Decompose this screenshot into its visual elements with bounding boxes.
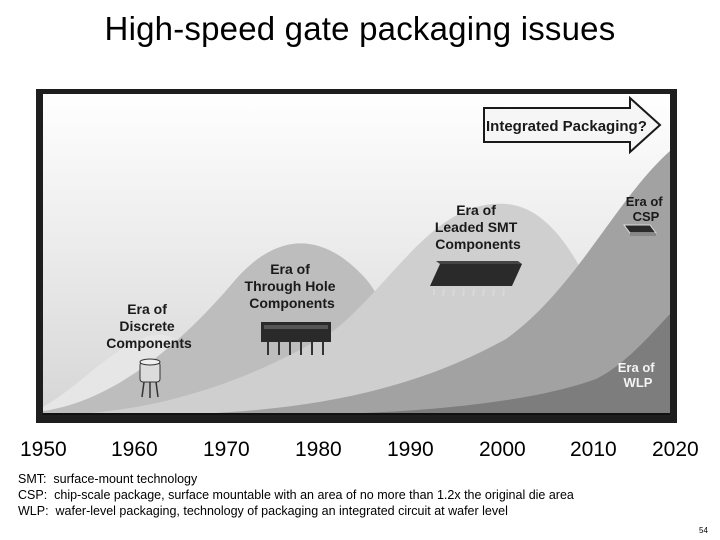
year-label: 2000: [479, 438, 526, 461]
packaging-eras-diagram: Integrated Packaging?: [36, 89, 677, 423]
csp-chip-icon: [623, 224, 657, 236]
discrete-transistor-icon: [139, 358, 161, 398]
wave-wlp: [336, 314, 670, 414]
era-leaded-smt-line-3: Components: [435, 236, 521, 252]
timeline-years: 1950 1960 1970 1980 1990 2000 2010 2020: [0, 438, 720, 464]
era-discrete-label: Era of Discrete Components: [106, 301, 192, 351]
year-label: 1970: [203, 438, 250, 461]
slide-title: High-speed gate packaging issues: [104, 10, 616, 47]
smt-qfp-chip-icon: [430, 261, 522, 297]
era-wlp-line-1: Era of: [618, 360, 656, 375]
era-leaded-smt-line-2: Leaded SMT: [435, 219, 518, 235]
era-discrete-line-3: Components: [106, 335, 192, 351]
era-waves-illustration: Integrated Packaging?: [36, 89, 677, 423]
era-through-hole-line-1: Era of: [270, 261, 310, 277]
abbreviation-definitions: SMT: surface-mount technology CSP: chip-…: [18, 471, 574, 519]
year-label: 2010: [570, 438, 617, 461]
era-wlp-label: Era of WLP: [618, 360, 658, 390]
year-label: 1950: [20, 438, 67, 461]
era-through-hole-label: Era of Through Hole Components: [245, 261, 340, 311]
era-wlp-line-2: WLP: [624, 375, 653, 390]
definition-smt: SMT: surface-mount technology: [18, 472, 198, 486]
wave-csp: [196, 151, 670, 414]
arrow-label: Integrated Packaging?: [486, 118, 647, 135]
year-label: 1990: [387, 438, 434, 461]
year-label: 2020: [652, 438, 699, 461]
year-label: 1960: [111, 438, 158, 461]
arrow-shape-icon: [483, 95, 662, 155]
era-csp-line-1: Era of: [626, 194, 664, 209]
era-leaded-smt-label: Era of Leaded SMT Components: [435, 202, 521, 252]
integrated-packaging-arrow: Integrated Packaging?: [483, 95, 662, 155]
era-through-hole-line-3: Components: [249, 295, 335, 311]
era-through-hole-line-2: Through Hole: [245, 278, 336, 294]
dip-chip-icon: [261, 322, 331, 355]
era-discrete-line-1: Era of: [127, 301, 167, 317]
page-number: 54: [699, 526, 708, 535]
definition-wlp: WLP: wafer-level packaging, technology o…: [18, 504, 508, 518]
era-csp-line-2: CSP: [633, 209, 660, 224]
era-leaded-smt-line-1: Era of: [456, 202, 496, 218]
definition-csp: CSP: chip-scale package, surface mountab…: [18, 488, 574, 502]
year-label: 1980: [295, 438, 342, 461]
era-csp-label: Era of CSP: [626, 194, 666, 224]
era-discrete-line-2: Discrete: [119, 318, 174, 334]
